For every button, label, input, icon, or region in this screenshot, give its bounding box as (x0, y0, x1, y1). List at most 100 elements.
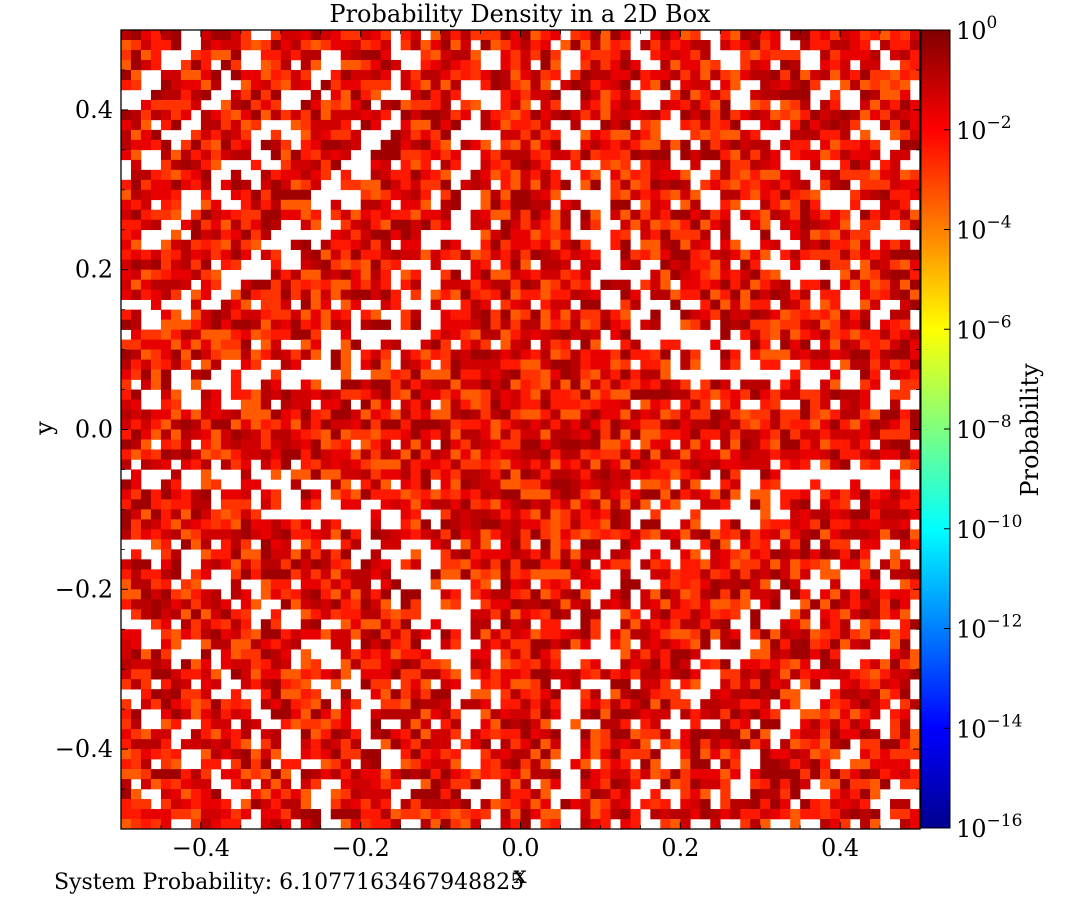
heatmap-cell (720, 759, 731, 770)
heatmap-cell (820, 259, 831, 270)
heatmap-cell (460, 429, 471, 440)
heatmap-cell (170, 599, 182, 610)
heatmap-cell (440, 659, 451, 670)
heatmap-cell (530, 319, 541, 330)
heatmap-cell (310, 469, 322, 480)
heatmap-cell (360, 599, 371, 610)
heatmap-cell (250, 109, 262, 121)
heatmap-cell (240, 759, 252, 770)
heatmap-cell (880, 179, 891, 191)
heatmap-cell (500, 429, 511, 440)
heatmap-cell (370, 819, 381, 830)
heatmap-cell (660, 149, 671, 161)
heatmap-cell (510, 239, 521, 251)
heatmap-cell (580, 289, 591, 300)
heatmap-cell (430, 779, 441, 790)
heatmap-cell (790, 349, 801, 360)
heatmap-cell (130, 419, 142, 430)
heatmap-cell (820, 319, 831, 330)
heatmap-cell (310, 549, 322, 560)
heatmap-cell (590, 369, 601, 380)
heatmap-cell (620, 219, 631, 231)
heatmap-cell (160, 619, 172, 630)
heatmap-cell (510, 599, 521, 610)
heatmap-cell (870, 419, 881, 430)
heatmap-cell (230, 299, 242, 310)
heatmap-cell (640, 229, 651, 241)
heatmap-cell (230, 769, 242, 780)
heatmap-cell (540, 379, 551, 390)
heatmap-cell (790, 49, 801, 61)
heatmap-cell (230, 419, 242, 430)
heatmap-cell (500, 539, 511, 550)
heatmap-cell (230, 319, 242, 330)
heatmap-cell (590, 729, 601, 740)
heatmap-cell (420, 699, 431, 710)
heatmap-cell (320, 299, 332, 310)
heatmap-cell (690, 759, 701, 770)
heatmap-cell (660, 649, 671, 660)
heatmap-cell (850, 639, 861, 650)
heatmap-cell (600, 419, 611, 430)
heatmap-cell (850, 419, 861, 430)
heatmap-cell (750, 539, 761, 550)
heatmap-cell (800, 639, 811, 650)
heatmap-cell (770, 659, 781, 670)
heatmap-cell (700, 59, 711, 71)
heatmap-cell (210, 409, 222, 420)
heatmap-cell (330, 319, 342, 330)
heatmap-cell (450, 509, 461, 520)
heatmap-cell (350, 89, 361, 101)
heatmap-cell (690, 89, 701, 101)
heatmap-cell (840, 539, 851, 550)
heatmap-cell (860, 179, 871, 191)
heatmap-cell (790, 30, 801, 41)
heatmap-cell (540, 689, 551, 700)
heatmap-cell (890, 629, 901, 640)
heatmap-cell (840, 799, 851, 810)
heatmap-cell (260, 339, 272, 350)
heatmap-cell (830, 429, 841, 440)
heatmap-cell (860, 439, 871, 450)
heatmap-cell (730, 459, 741, 470)
heatmap-cell (750, 179, 761, 191)
heatmap-cell (250, 359, 262, 370)
heatmap-cell (250, 329, 262, 340)
heatmap-cell (230, 559, 242, 570)
heatmap-cell (860, 89, 871, 101)
heatmap-cell (490, 30, 501, 41)
heatmap-cell (330, 439, 342, 450)
heatmap-cell (550, 279, 561, 290)
heatmap-cell (440, 39, 451, 51)
heatmap-cell (180, 169, 192, 181)
heatmap-cell (470, 209, 481, 221)
heatmap-cell (210, 449, 222, 460)
heatmap-cell (170, 419, 182, 430)
heatmap-cell (300, 39, 312, 51)
heatmap-cell (590, 99, 601, 111)
heatmap-cell (620, 629, 631, 640)
heatmap-cell (830, 39, 841, 51)
heatmap-cell (190, 619, 202, 630)
heatmap-cell (890, 679, 901, 690)
heatmap-cell (200, 569, 212, 580)
heatmap-cell (280, 329, 292, 340)
heatmap-cell (160, 329, 172, 340)
heatmap-cell (540, 799, 551, 810)
heatmap-cell (420, 49, 431, 61)
heatmap-cell (340, 409, 352, 420)
heatmap-cell (130, 629, 142, 640)
heatmap-cell (580, 279, 591, 290)
heatmap-cell (520, 399, 531, 410)
heatmap-cell (130, 709, 142, 720)
heatmap-cell (500, 479, 511, 490)
heatmap-cell (760, 799, 771, 810)
heatmap-cell (560, 149, 571, 161)
heatmap-cell (270, 189, 282, 201)
heatmap-cell (340, 459, 352, 470)
heatmap-cell (890, 119, 901, 131)
heatmap-cell (470, 359, 481, 370)
heatmap-cell (690, 289, 701, 300)
heatmap-cell (570, 549, 581, 560)
heatmap-cell (410, 689, 421, 700)
